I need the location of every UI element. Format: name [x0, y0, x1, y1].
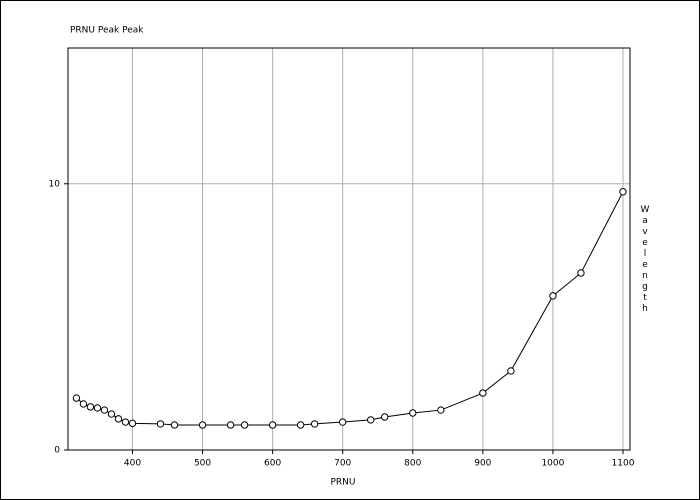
- x-tick-label: 400: [124, 459, 141, 469]
- point: [381, 413, 389, 421]
- y-tick-label: 10: [49, 179, 61, 189]
- x-tick-label: 1100: [612, 459, 635, 469]
- point: [156, 420, 165, 428]
- x-tick-label: 800: [404, 459, 421, 469]
- point: [107, 410, 116, 418]
- x-tick-label: 900: [474, 459, 491, 469]
- point: [72, 394, 81, 402]
- point: [409, 409, 417, 417]
- plot-area: [67, 47, 631, 451]
- point: [100, 406, 109, 414]
- point: [549, 292, 557, 300]
- point: [121, 418, 130, 426]
- point: [226, 421, 235, 429]
- y-tick-label: 0: [54, 446, 60, 456]
- x-tick-label: 600: [264, 459, 281, 469]
- point: [86, 403, 95, 411]
- point: [296, 421, 305, 429]
- point: [198, 421, 207, 429]
- point: [268, 421, 277, 429]
- point: [240, 421, 249, 429]
- y-axis-label: Wavelength: [640, 205, 650, 315]
- point: [367, 416, 375, 424]
- chart-title: PRNU Peak Peak: [70, 26, 144, 36]
- x-tick-label: 700: [334, 459, 351, 469]
- point: [114, 415, 123, 423]
- x-axis-label: PRNU: [330, 478, 355, 488]
- point: [170, 421, 179, 429]
- point: [128, 419, 137, 428]
- point: [338, 418, 347, 426]
- x-tick-label: 1000: [541, 459, 564, 469]
- point: [507, 367, 515, 375]
- point: [79, 400, 88, 408]
- point: [93, 404, 102, 412]
- point: [577, 269, 585, 277]
- point: [437, 406, 445, 414]
- point: [310, 420, 319, 428]
- point: [479, 389, 487, 397]
- point: [619, 188, 627, 196]
- x-tick-label: 500: [194, 459, 211, 469]
